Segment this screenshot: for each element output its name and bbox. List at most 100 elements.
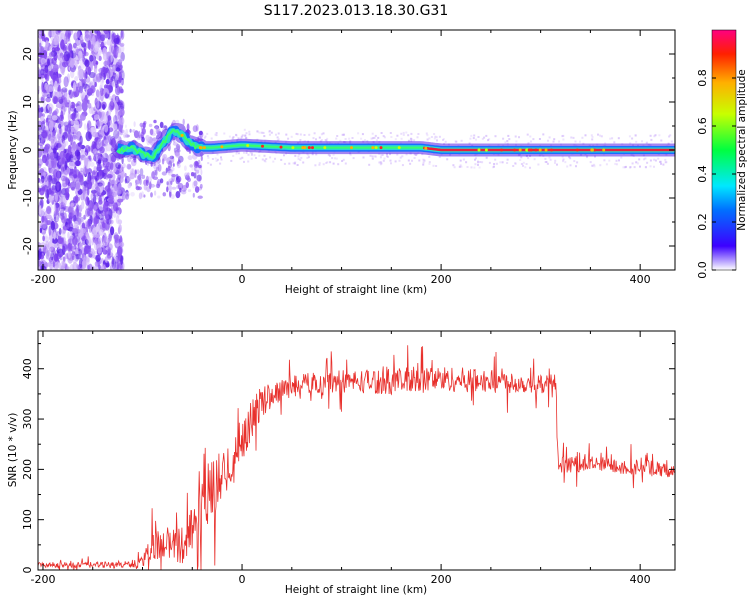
halo-dot xyxy=(260,131,263,134)
noise-blob xyxy=(65,30,72,39)
noise-blob xyxy=(38,248,42,259)
noise-blob xyxy=(82,151,88,157)
halo-dot xyxy=(375,139,378,142)
halo-dot xyxy=(370,137,373,140)
halo-dot xyxy=(294,154,297,157)
halo-dot xyxy=(530,140,532,143)
halo-dot xyxy=(649,165,652,168)
noise-blob xyxy=(98,199,103,205)
halo-dot xyxy=(669,134,672,137)
halo-dot xyxy=(499,161,502,164)
noise-blob xyxy=(135,186,140,191)
noise-blob xyxy=(129,172,135,180)
ridge-hotspot xyxy=(371,146,375,150)
halo-dot xyxy=(207,162,210,165)
noise-blob xyxy=(83,157,88,166)
noise-blob xyxy=(38,177,41,183)
halo-dot xyxy=(470,134,473,137)
spectrogram-y-tick-label: 0 xyxy=(21,147,34,154)
halo-dot xyxy=(256,130,259,133)
halo-dot xyxy=(371,157,374,160)
halo-dot xyxy=(249,151,252,154)
halo-dot xyxy=(374,134,377,137)
halo-dot xyxy=(643,158,645,161)
halo-dot xyxy=(272,160,275,163)
noise-blob xyxy=(90,193,93,201)
noise-blob xyxy=(73,174,78,179)
halo-dot xyxy=(633,166,636,169)
noise-blob xyxy=(60,30,65,38)
noise-blob xyxy=(92,217,99,225)
noise-blob xyxy=(113,232,119,242)
noise-blob xyxy=(177,182,184,190)
noise-blob xyxy=(52,30,57,36)
halo-dot xyxy=(263,159,266,162)
halo-dot xyxy=(206,132,209,135)
halo-dot xyxy=(204,135,207,138)
halo-dot xyxy=(553,138,556,141)
halo-dot xyxy=(649,159,652,162)
noise-blob xyxy=(80,90,85,100)
noise-blob xyxy=(194,166,197,172)
halo-dot xyxy=(426,134,429,137)
noise-blob xyxy=(118,186,125,194)
spectrogram-y-tick-label: 20 xyxy=(21,47,34,61)
noise-blob xyxy=(184,172,189,178)
noise-blob xyxy=(194,186,200,193)
noise-blob xyxy=(72,236,78,246)
noise-blob xyxy=(115,162,121,169)
halo-dot xyxy=(422,161,425,164)
noise-blob xyxy=(167,170,173,176)
noise-blob xyxy=(143,183,148,191)
halo-dot xyxy=(357,132,360,135)
halo-dot xyxy=(628,135,631,138)
halo-dot xyxy=(399,156,402,159)
noise-blob xyxy=(100,41,105,49)
halo-dot xyxy=(344,162,347,165)
noise-blob xyxy=(143,194,146,198)
noise-blob xyxy=(121,192,128,200)
halo-dot xyxy=(211,158,214,160)
noise-blob xyxy=(108,105,112,111)
noise-blob xyxy=(114,103,119,114)
halo-dot xyxy=(235,134,238,137)
noise-blob xyxy=(51,237,59,244)
halo-dot xyxy=(325,139,328,142)
noise-blob xyxy=(113,115,118,125)
halo-dot xyxy=(494,158,497,161)
noise-blob xyxy=(181,189,187,195)
noise-blob xyxy=(106,72,109,79)
halo-dot xyxy=(369,154,372,157)
halo-dot xyxy=(415,154,418,156)
noise-blob xyxy=(95,254,101,262)
noise-blob xyxy=(73,220,79,228)
noise-blob xyxy=(120,30,125,40)
noise-blob xyxy=(67,144,72,154)
halo-dot xyxy=(593,165,596,168)
halo-dot xyxy=(332,153,335,156)
halo-dot xyxy=(245,152,248,154)
noise-blob xyxy=(149,181,152,190)
halo-dot xyxy=(537,163,540,166)
noise-blob xyxy=(86,122,90,132)
noise-blob xyxy=(38,163,42,169)
noise-blob xyxy=(111,258,117,270)
halo-dot xyxy=(314,164,317,167)
ridge-hotspot xyxy=(500,148,503,152)
halo-dot xyxy=(522,161,525,164)
halo-dot xyxy=(294,161,297,164)
noise-blob xyxy=(60,212,65,220)
noise-blob xyxy=(47,114,52,120)
noise-blob xyxy=(53,37,57,42)
ridge-hotspot xyxy=(180,133,184,137)
halo-dot xyxy=(409,162,412,165)
noise-blob xyxy=(61,87,68,93)
halo-dot xyxy=(423,159,426,162)
noise-blob xyxy=(166,186,169,193)
colorbar-tick-label: 0.4 xyxy=(696,165,709,183)
halo-dot xyxy=(405,153,408,156)
noise-blob xyxy=(68,160,75,170)
noise-blob xyxy=(121,129,125,133)
noise-blob xyxy=(118,71,122,83)
ridge-hotspot xyxy=(538,148,542,152)
